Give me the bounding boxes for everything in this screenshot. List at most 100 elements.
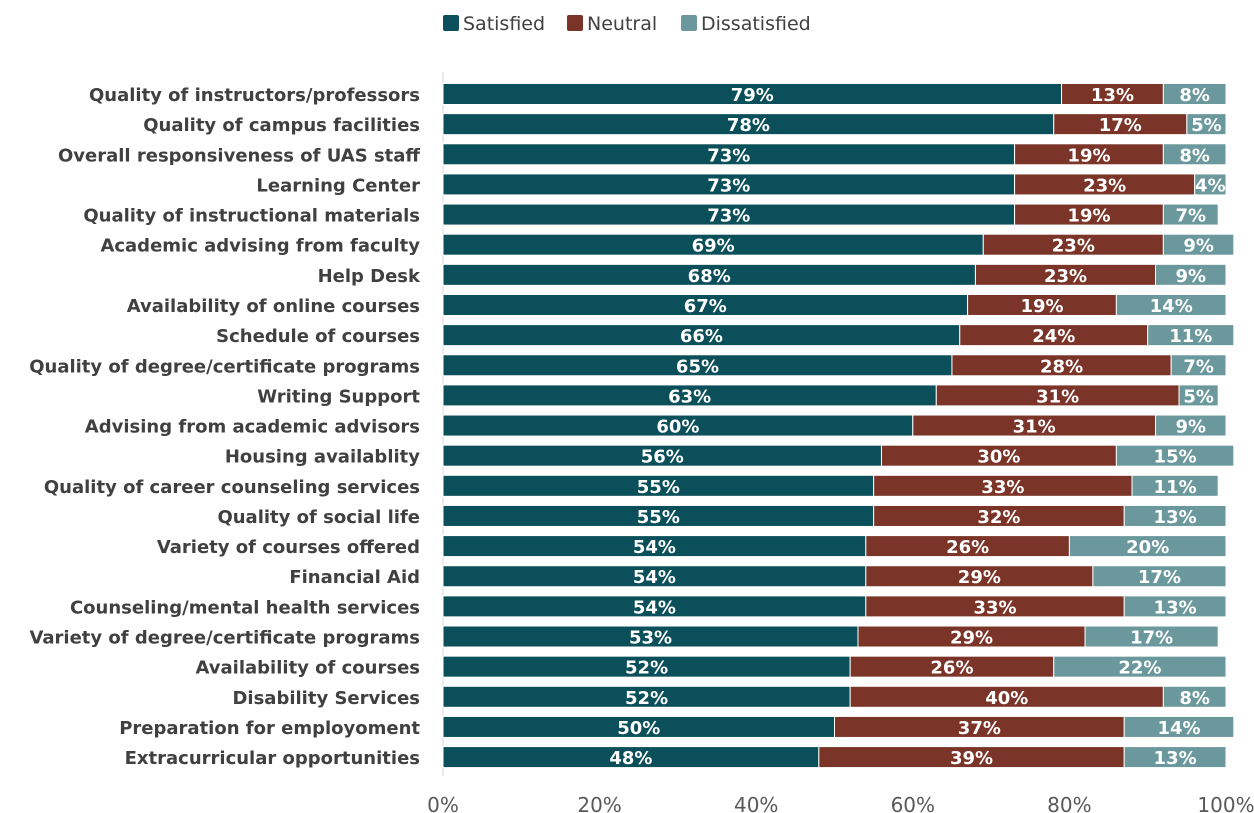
x-tick-label: 20% [577, 793, 621, 813]
x-axis-ticks: 0% 20% 40% 60% 80% 100% [427, 793, 1254, 813]
data-label: 33% [973, 597, 1016, 618]
data-label: 68% [688, 266, 731, 287]
data-label: 63% [668, 386, 711, 407]
data-label: 52% [625, 688, 668, 709]
data-label: 19% [1067, 206, 1110, 227]
data-label: 73% [707, 206, 750, 227]
category-label: Quality of social life [217, 507, 420, 528]
category-label: Quality of instructional materials [83, 206, 420, 227]
data-label: 56% [641, 447, 684, 468]
legend-label-neutral: Neutral [587, 13, 657, 35]
bar-segment-dissatisfied [1162, 143, 1227, 166]
data-label: 31% [1036, 386, 1079, 407]
data-label: 5% [1183, 386, 1214, 407]
data-label: 73% [707, 145, 750, 166]
bar-segment-dissatisfied [1084, 625, 1219, 648]
bar-segment-dissatisfied [1123, 595, 1227, 618]
category-label: Disability Services [232, 688, 420, 709]
category-label: Quality of career counseling services [44, 477, 420, 498]
category-label: Availability of courses [196, 658, 420, 679]
data-label: 23% [1044, 266, 1087, 287]
category-label: Schedule of courses [216, 326, 420, 347]
data-label: 8% [1179, 688, 1210, 709]
data-label: 11% [1154, 477, 1197, 498]
data-label: 55% [637, 477, 680, 498]
data-label: 19% [1020, 296, 1063, 317]
category-label: Advising from academic advisors [85, 417, 420, 438]
category-label: Writing Support [257, 386, 420, 407]
bar-segment-dissatisfied [1092, 565, 1227, 588]
data-label: 69% [692, 236, 735, 257]
data-label: 17% [1130, 628, 1173, 649]
bar-segment-dissatisfied [1170, 354, 1227, 377]
data-label: 5% [1191, 115, 1222, 136]
x-tick-label: 60% [891, 793, 935, 813]
legend-label-satisfied: Satisfied [463, 13, 545, 35]
data-label: 32% [977, 507, 1020, 528]
bar-segment-dissatisfied [1123, 746, 1227, 769]
data-label: 17% [1099, 115, 1142, 136]
data-label: 67% [684, 296, 727, 317]
category-label: Variety of degree/certificate programs [29, 628, 420, 649]
x-tick-label: 80% [1047, 793, 1091, 813]
data-label: 54% [633, 537, 676, 558]
data-label: 31% [1013, 417, 1056, 438]
bar-segment-dissatisfied [1178, 384, 1219, 407]
bar-segment-dissatisfied [1147, 324, 1235, 347]
category-labels: Quality of instructors/professors Quality… [29, 85, 421, 769]
x-tick-label: 0% [427, 793, 459, 813]
data-label: 23% [1052, 236, 1095, 257]
bar-segment-dissatisfied [1162, 233, 1235, 256]
category-label: Help Desk [318, 266, 421, 287]
data-label: 66% [680, 326, 723, 347]
data-label: 28% [1040, 356, 1083, 377]
data-label: 9% [1175, 266, 1206, 287]
category-label: Quality of instructors/professors [89, 85, 420, 106]
category-label: Preparation for employoment [119, 718, 420, 739]
category-label: Academic advising from faculty [100, 236, 420, 257]
bar-segment-dissatisfied [1115, 293, 1227, 316]
data-label: 7% [1183, 356, 1214, 377]
data-label: 23% [1083, 175, 1126, 196]
data-label: 30% [977, 447, 1020, 468]
legend-swatch-satisfied [443, 15, 459, 31]
data-label: 60% [656, 417, 699, 438]
category-label: Housing availablity [225, 447, 420, 468]
bar-segment-dissatisfied [1155, 263, 1227, 286]
x-tick-label: 100% [1197, 793, 1254, 813]
data-label: 13% [1154, 597, 1197, 618]
data-label: 14% [1157, 718, 1200, 739]
bar-segment-dissatisfied [1162, 83, 1227, 105]
bar-segment-dissatisfied [1194, 173, 1227, 196]
category-label: Extracurricular opportunities [125, 748, 420, 769]
bar-segment-dissatisfied [1162, 685, 1227, 708]
bar-segment-dissatisfied [1123, 504, 1227, 527]
data-label: 11% [1169, 326, 1212, 347]
data-label: 24% [1032, 326, 1075, 347]
data-label: 9% [1183, 236, 1214, 257]
category-label: Availability of online courses [127, 296, 420, 317]
data-label: 14% [1150, 296, 1193, 317]
category-label: Variety of courses offered [157, 537, 420, 558]
bar-segment-dissatisfied [1186, 113, 1227, 136]
data-label: 50% [617, 718, 660, 739]
data-label: 53% [629, 628, 672, 649]
data-label: 8% [1179, 145, 1210, 166]
data-label: 9% [1175, 417, 1206, 438]
data-label: 54% [633, 597, 676, 618]
category-label: Overall responsiveness of UAS staff [58, 145, 420, 166]
data-label: 33% [981, 477, 1024, 498]
data-label: 22% [1118, 658, 1161, 679]
bar-segment-dissatisfied [1053, 655, 1227, 678]
data-label: 13% [1091, 85, 1134, 106]
data-label: 26% [930, 658, 973, 679]
bars: 79% 13% 8% 78% 17% 5% 73% 19% 8% 73% 23% 4% 73% 19% 7%… [442, 83, 1235, 769]
data-label: 4% [1195, 175, 1226, 196]
data-label: 52% [625, 658, 668, 679]
category-label: Learning Center [256, 175, 420, 196]
category-label: Quality of campus facilities [143, 115, 420, 136]
category-label: Quality of degree/certificate programs [29, 356, 420, 377]
data-label: 20% [1126, 537, 1169, 558]
